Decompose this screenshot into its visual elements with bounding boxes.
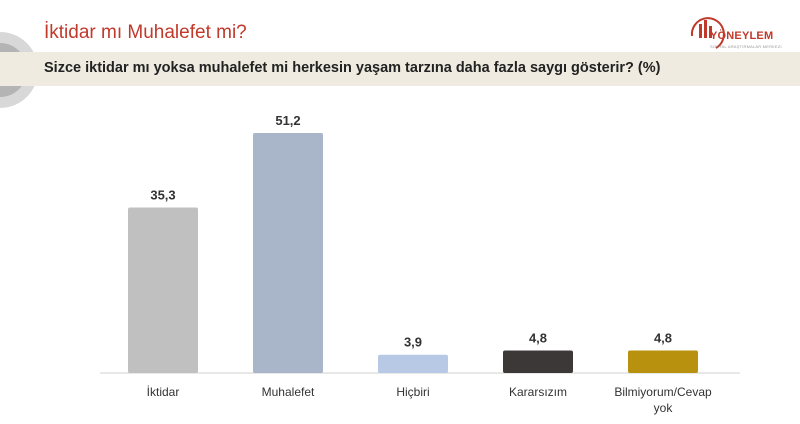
bar-value-label: 4,8: [654, 331, 672, 346]
page-title: İktidar mı Muhalefet mi?: [44, 22, 247, 43]
brand-name: YÖNEYLEM: [710, 30, 774, 42]
bar-0: [128, 207, 198, 373]
bar-4: [628, 350, 698, 373]
category-label: Bilmiyorum/Cevap yok: [614, 385, 712, 415]
bar-value-label: 35,3: [150, 188, 175, 203]
brand-subtitle: SOSYAL ARAŞTIRMALAR MERKEZİ: [710, 44, 782, 49]
yoneylem-logo-icon: [690, 17, 725, 49]
bar-value-label: 4,8: [529, 331, 547, 346]
bar-2: [378, 354, 448, 373]
category-label: İktidar: [147, 385, 180, 399]
category-label: Muhalefet: [262, 385, 315, 399]
question-band: [0, 52, 800, 86]
bar-value-label: 51,2: [275, 113, 300, 128]
bar-value-label: 3,9: [404, 335, 422, 350]
bar-1: [253, 133, 323, 373]
chart-question: Sizce iktidar mı yoksa muhalefet mi herk…: [44, 60, 661, 76]
category-label: Kararsızım: [509, 385, 567, 399]
bar-3: [503, 350, 573, 373]
category-label: Hiçbiri: [396, 385, 429, 399]
